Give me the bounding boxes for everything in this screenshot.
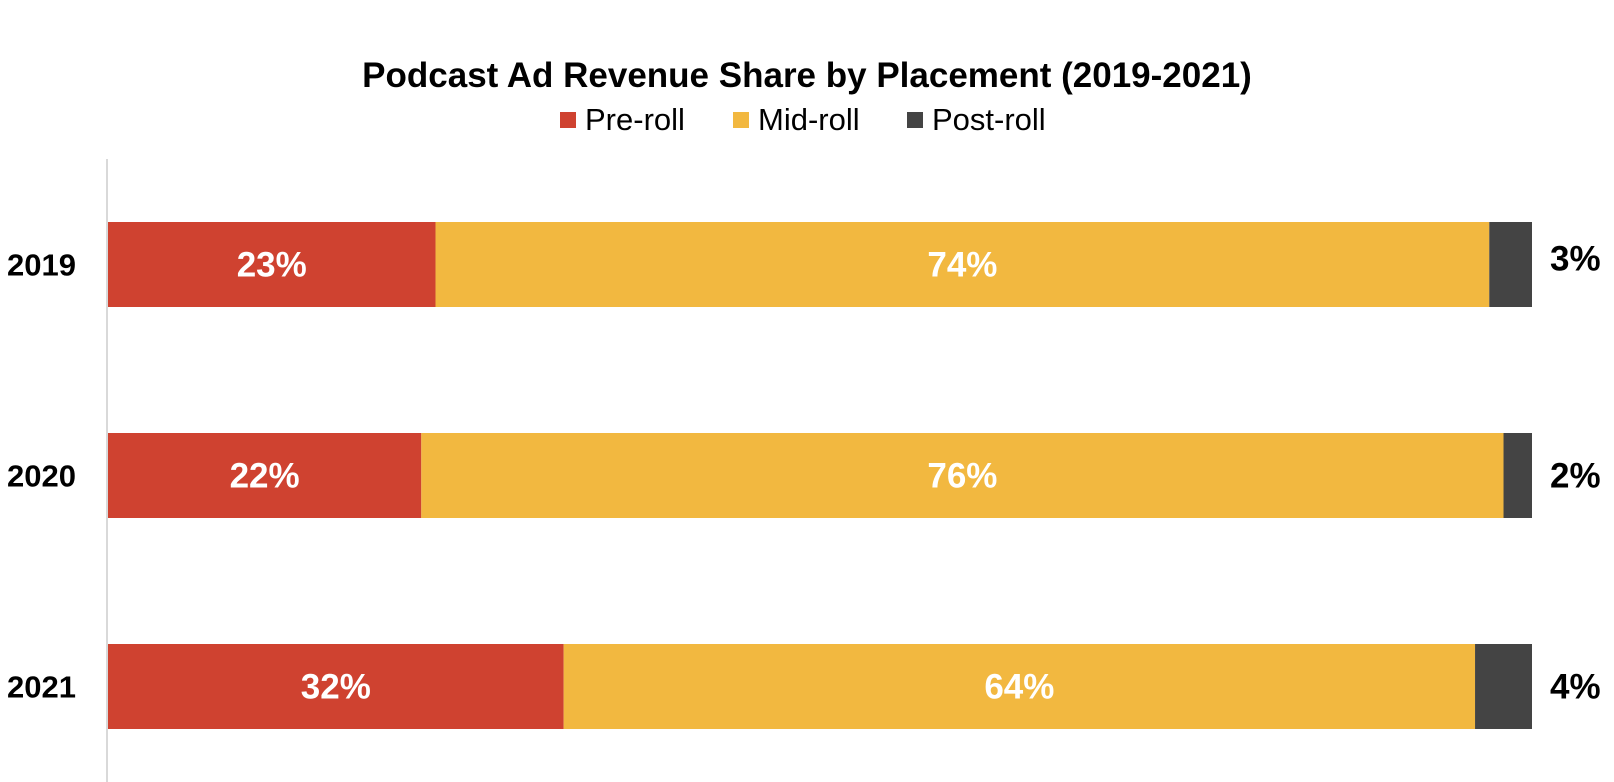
bar-2021-mid-roll [563, 644, 1476, 729]
bar-2020-post-roll [1503, 433, 1532, 518]
category-label-2019: 2019 [7, 248, 76, 283]
data-label-2020-post-roll: 2% [1550, 457, 1601, 496]
chart-title: Podcast Ad Revenue Share by Placement (2… [362, 56, 1252, 95]
legend-swatch-post-roll [907, 112, 923, 128]
bar-2020-pre-roll [108, 433, 422, 518]
data-label-2021-mid-roll: 64% [984, 668, 1054, 707]
data-label-2021-post-roll: 4% [1550, 668, 1601, 707]
data-label-2019-post-roll: 3% [1550, 240, 1601, 279]
bars [108, 222, 1532, 729]
legend-swatch-mid-roll [733, 112, 749, 128]
bar-2020-mid-roll [421, 433, 1504, 518]
legend-label-mid-roll: Mid-roll [758, 102, 860, 137]
data-label-2021-pre-roll: 32% [301, 668, 371, 707]
category-labels: 2019 2020 2021 [7, 248, 76, 705]
legend-swatch-pre-roll [560, 112, 576, 128]
bar-2021-pre-roll [108, 644, 564, 729]
category-label-2020: 2020 [7, 459, 76, 494]
data-label-2020-mid-roll: 76% [927, 457, 997, 496]
bar-2019-pre-roll [108, 222, 436, 307]
data-label-2020-pre-roll: 22% [230, 457, 300, 496]
data-label-2019-mid-roll: 74% [927, 246, 997, 285]
legend: Pre-roll Mid-roll Post-roll [560, 102, 1046, 137]
bar-2021-post-roll [1475, 644, 1532, 729]
data-labels: 23% 74% 3% 22% 76% 2% 32% 64% 4% [230, 240, 1601, 707]
bar-2019-post-roll [1489, 222, 1532, 307]
data-label-2019-pre-roll: 23% [237, 246, 307, 285]
legend-label-pre-roll: Pre-roll [585, 102, 685, 137]
bar-2019-mid-roll [435, 222, 1490, 307]
category-label-2021: 2021 [7, 670, 76, 705]
legend-label-post-roll: Post-roll [932, 102, 1046, 137]
